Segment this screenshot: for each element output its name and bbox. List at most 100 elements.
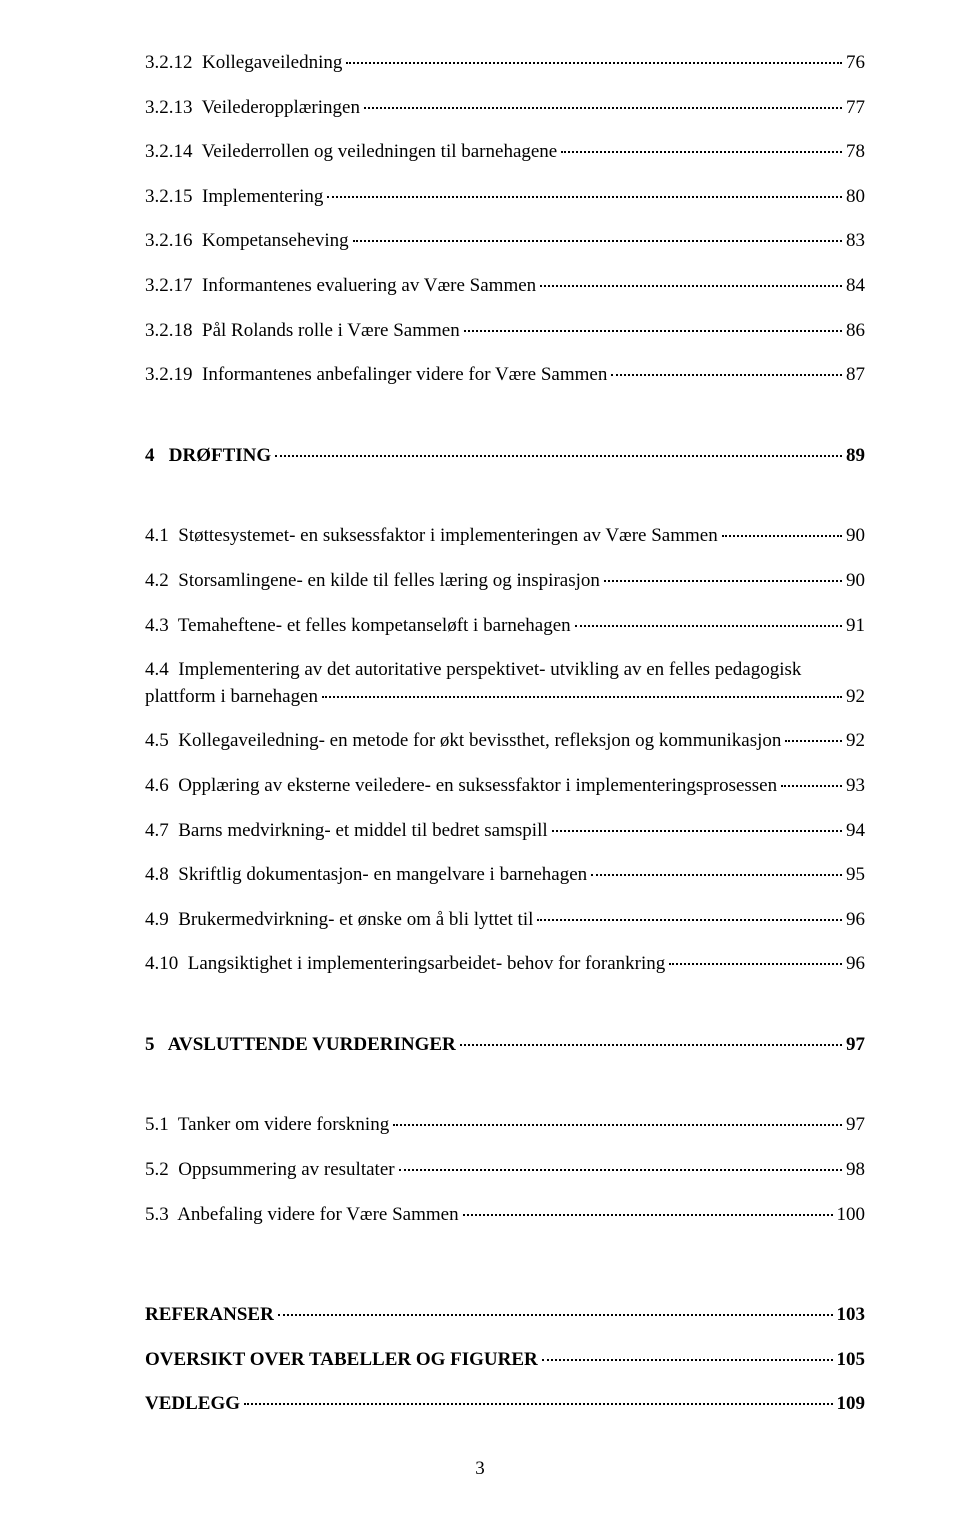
toc-page-number: 90 xyxy=(846,568,865,595)
toc-label: 4.6 Opplæring av eksterne veiledere- en … xyxy=(145,773,777,800)
toc-label: 5 AVSLUTTENDE VURDERINGER xyxy=(145,1032,456,1059)
toc-leader-dots xyxy=(552,829,842,832)
toc-page-number: 90 xyxy=(846,523,865,550)
toc-entry: 4 DRØFTING 89 xyxy=(145,443,865,470)
toc-label: 3.2.13 Veilederopplæringen xyxy=(145,95,360,122)
toc-entry: 4.5 Kollegaveiledning- en metode for økt… xyxy=(145,728,865,755)
toc-entry: 3.2.12 Kollegaveiledning 76 xyxy=(145,50,865,77)
toc-label: 4.1 Støttesystemet- en suksessfaktor i i… xyxy=(145,523,718,550)
toc-page-number: 91 xyxy=(846,613,865,640)
toc-leader-dots xyxy=(542,1358,833,1361)
toc-label: OVERSIKT OVER TABELLER OG FIGURER xyxy=(145,1347,538,1374)
toc-gap xyxy=(145,407,865,443)
toc-gap xyxy=(145,1246,865,1302)
toc-label: 4 DRØFTING xyxy=(145,443,271,470)
toc-leader-dots xyxy=(464,329,842,332)
toc-label: VEDLEGG xyxy=(145,1391,240,1418)
toc-page-number: 109 xyxy=(837,1391,866,1418)
toc-entry: 4.2 Storsamlingene- en kilde til felles … xyxy=(145,568,865,595)
toc-page-number: 77 xyxy=(846,95,865,122)
toc-entry: VEDLEGG 109 xyxy=(145,1391,865,1418)
toc-page-number: 80 xyxy=(846,184,865,211)
toc-entry: 3.2.15 Implementering 80 xyxy=(145,184,865,211)
toc-leader-dots xyxy=(393,1123,842,1126)
toc-label: 5.3 Anbefaling videre for Være Sammen xyxy=(145,1202,459,1229)
toc-label: plattform i barnehagen xyxy=(145,684,318,711)
toc-leader-dots xyxy=(463,1213,833,1216)
toc-leader-dots xyxy=(244,1402,832,1405)
toc-page-number: 92 xyxy=(846,684,865,711)
toc-page-number: 97 xyxy=(846,1032,865,1059)
toc-leader-dots xyxy=(460,1043,842,1046)
toc-entry: 5.1 Tanker om videre forskning97 xyxy=(145,1112,865,1139)
toc-entry: 4.6 Opplæring av eksterne veiledere- en … xyxy=(145,773,865,800)
toc-page-number: 98 xyxy=(846,1157,865,1184)
toc-label: 3.2.14 Veilederrollen og veiledningen ti… xyxy=(145,139,557,166)
toc-entry: 4.1 Støttesystemet- en suksessfaktor i i… xyxy=(145,523,865,550)
toc-entry: 4.9 Brukermedvirkning- et ønske om å bli… xyxy=(145,907,865,934)
toc-page-number: 84 xyxy=(846,273,865,300)
toc-entry: 3.2.19 Informantenes anbefalinger videre… xyxy=(145,362,865,389)
toc-leader-dots xyxy=(611,373,842,376)
table-of-contents: 3.2.12 Kollegaveiledning 76 3.2.13 Veilede… xyxy=(145,50,865,1418)
toc-label: 4.4 Implementering av det autoritative p… xyxy=(145,657,865,684)
toc-leader-dots xyxy=(561,150,842,153)
toc-label: 3.2.12 Kollegaveiledning xyxy=(145,50,342,77)
toc-entry: 5.3 Anbefaling videre for Være Sammen 100 xyxy=(145,1202,865,1229)
toc-label: 3.2.18 Pål Rolands rolle i Være Sammen xyxy=(145,318,460,345)
toc-page-number: 93 xyxy=(846,773,865,800)
toc-leader-dots xyxy=(722,534,842,537)
toc-page-number: 103 xyxy=(837,1302,866,1329)
toc-label: 4.2 Storsamlingene- en kilde til felles … xyxy=(145,568,600,595)
toc-page-number: 92 xyxy=(846,728,865,755)
toc-label: 3.2.15 Implementering xyxy=(145,184,323,211)
toc-leader-dots xyxy=(604,579,842,582)
toc-label: 3.2.19 Informantenes anbefalinger videre… xyxy=(145,362,607,389)
toc-page-number: 86 xyxy=(846,318,865,345)
toc-leader-dots xyxy=(346,61,842,64)
toc-label: 4.5 Kollegaveiledning- en metode for økt… xyxy=(145,728,781,755)
toc-label: 4.9 Brukermedvirkning- et ønske om å bli… xyxy=(145,907,533,934)
toc-label: 3.2.17 Informantenes evaluering av Være … xyxy=(145,273,536,300)
toc-label: 5.2 Oppsummering av resultater xyxy=(145,1157,395,1184)
toc-leader-dots xyxy=(364,106,842,109)
toc-label: 4.8 Skriftlig dokumentasjon- en mangelva… xyxy=(145,862,587,889)
toc-leader-dots xyxy=(591,873,842,876)
toc-page-number: 78 xyxy=(846,139,865,166)
toc-label: 4.7 Barns medvirkning- et middel til bed… xyxy=(145,818,548,845)
toc-label: REFERANSER xyxy=(145,1302,274,1329)
toc-page-number: 94 xyxy=(846,818,865,845)
toc-page-number: 89 xyxy=(846,443,865,470)
toc-entry: 3.2.14 Veilederrollen og veiledningen ti… xyxy=(145,139,865,166)
toc-leader-dots xyxy=(781,784,842,787)
toc-gap xyxy=(145,487,865,523)
toc-label: 3.2.16 Kompetanseheving xyxy=(145,228,349,255)
toc-entry: 5.2 Oppsummering av resultater 98 xyxy=(145,1157,865,1184)
toc-leader-dots xyxy=(353,239,842,242)
toc-leader-dots xyxy=(275,454,842,457)
toc-leader-dots xyxy=(322,695,842,698)
toc-leader-dots xyxy=(785,739,842,742)
toc-page-number: 105 xyxy=(837,1347,866,1374)
toc-entry-multiline: 4.4 Implementering av det autoritative p… xyxy=(145,657,865,710)
toc-gap xyxy=(145,1076,865,1112)
toc-entry: OVERSIKT OVER TABELLER OG FIGURER 105 xyxy=(145,1347,865,1374)
toc-page-number: 96 xyxy=(846,951,865,978)
toc-page-number: 83 xyxy=(846,228,865,255)
toc-entry: 4.3 Temaheftene- et felles kompetanseløf… xyxy=(145,613,865,640)
toc-page-number: 76 xyxy=(846,50,865,77)
toc-entry: 4.10 Langsiktighet i implementeringsarbe… xyxy=(145,951,865,978)
toc-entry: 3.2.17 Informantenes evaluering av Være … xyxy=(145,273,865,300)
toc-entry: 3.2.13 Veilederopplæringen 77 xyxy=(145,95,865,122)
toc-page-number: 100 xyxy=(837,1202,866,1229)
page-number: 3 xyxy=(475,1458,485,1480)
document-page: 3.2.12 Kollegaveiledning 76 3.2.13 Veilede… xyxy=(0,0,960,1515)
toc-page-number: 97 xyxy=(846,1112,865,1139)
toc-entry-lastline: plattform i barnehagen 92 xyxy=(145,684,865,711)
toc-label: 4.10 Langsiktighet i implementeringsarbe… xyxy=(145,951,665,978)
toc-page-number: 96 xyxy=(846,907,865,934)
toc-entry: 4.8 Skriftlig dokumentasjon- en mangelva… xyxy=(145,862,865,889)
toc-entry: 3.2.18 Pål Rolands rolle i Være Sammen 86 xyxy=(145,318,865,345)
toc-page-number: 95 xyxy=(846,862,865,889)
toc-leader-dots xyxy=(540,284,842,287)
